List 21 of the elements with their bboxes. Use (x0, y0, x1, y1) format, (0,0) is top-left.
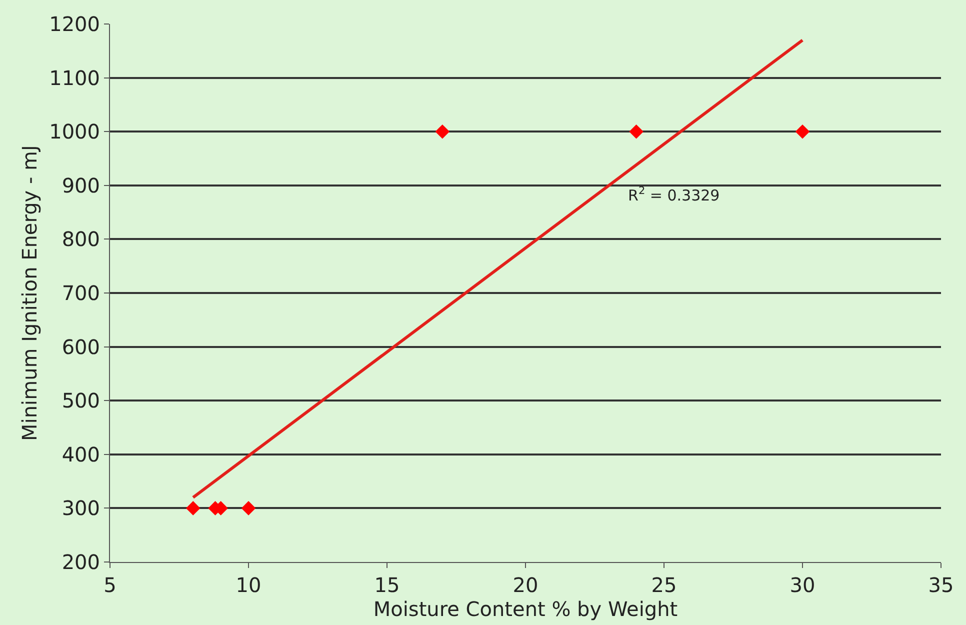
x-tick-label: 35 (928, 573, 954, 597)
y-tick-label: 200 (62, 550, 100, 574)
x-tick-label: 25 (651, 573, 677, 597)
y-tick-label: 300 (62, 496, 100, 520)
y-tick-label: 900 (62, 173, 100, 198)
y-tick-label: 1000 (49, 120, 100, 144)
x-tick-label: 15 (374, 573, 400, 597)
y-axis-title: Minimum Ignition Energy - mJ (18, 145, 42, 441)
y-tick-label: 500 (62, 388, 100, 413)
x-tick-label: 30 (790, 573, 816, 597)
y-tick-label: 600 (62, 334, 100, 359)
y-tick-label: 700 (62, 281, 100, 305)
x-tick-label: 5 (104, 573, 116, 597)
x-tick-label: 10 (236, 573, 262, 597)
y-tick-label: 400 (62, 442, 100, 466)
y-tick-label: 1200 (49, 12, 100, 36)
x-axis-title: Moisture Content % by Weight (373, 597, 678, 621)
y-tick-label: 1100 (49, 66, 100, 90)
annotation: R$^{2}$ = 0.3329 (628, 185, 720, 204)
x-tick-label: 20 (512, 573, 538, 597)
y-tick-label: 800 (62, 227, 100, 252)
